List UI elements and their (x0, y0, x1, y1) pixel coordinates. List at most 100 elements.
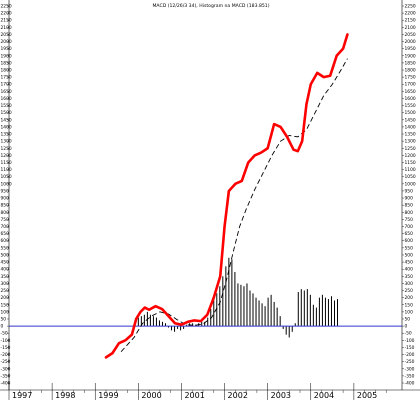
y-tick-label: 700 (405, 224, 414, 230)
y-tick-label: 1850 (405, 60, 416, 66)
y-tick-label: 950 (1, 188, 10, 194)
y-tick-label: -400 (405, 381, 415, 387)
histogram-series (137, 257, 339, 338)
y-tick-label: 50 (405, 316, 411, 322)
y-tick-label: 1050 (1, 174, 12, 180)
y-tick-label: -50 (1, 331, 8, 337)
y-tick-label: 1600 (405, 96, 416, 102)
x-tick-label: 1999 (98, 391, 118, 400)
y-tick-label: 900 (1, 196, 10, 202)
x-tick-label: 2005 (357, 391, 377, 400)
macd-line (104, 33, 349, 359)
y-tick-label: 1250 (1, 146, 12, 152)
y-tick-label: 600 (1, 238, 10, 244)
y-tick-label: 100 (405, 309, 414, 315)
y-tick-label: -400 (1, 381, 11, 387)
y-tick-label: 900 (405, 196, 414, 202)
y-tick-label: 1400 (1, 124, 12, 130)
y-tick-label: 150 (405, 302, 414, 308)
y-tick-label: 1000 (1, 181, 12, 187)
x-tick-label: 1998 (55, 391, 75, 400)
y-tick-label: 350 (405, 274, 414, 280)
y-tick-label: 300 (1, 281, 10, 287)
chart-title: MACD (12/26/3 34), Histogram na MACD (18… (152, 3, 269, 9)
y-tick-label: 2250 (405, 4, 416, 10)
y-tick-label: 1250 (405, 146, 416, 152)
y-tick-label: 1100 (405, 167, 416, 173)
y-tick-label: 150 (1, 302, 10, 308)
y-tick-label: 250 (405, 288, 414, 294)
y-tick-label: 1500 (1, 110, 12, 116)
y-tick-label: 1550 (405, 103, 416, 109)
left-y-axis: 2250220021502100205020001950190018501800… (1, 4, 12, 387)
y-tick-label: -350 (405, 373, 415, 379)
y-tick-label: -250 (405, 359, 415, 365)
y-tick-label: 400 (1, 267, 10, 273)
y-tick-label: 1700 (405, 82, 416, 88)
y-tick-label: 1650 (1, 89, 12, 95)
y-tick-label: 2100 (1, 25, 12, 31)
y-tick-label: 800 (405, 210, 414, 216)
y-tick-label: -150 (405, 345, 415, 351)
plot-area (0, 0, 402, 390)
signal-line (120, 58, 348, 353)
y-tick-label: 1350 (405, 132, 416, 138)
y-tick-label: 1800 (1, 68, 12, 74)
y-tick-label: 800 (1, 210, 10, 216)
right-y-axis: 2250220021502100205020001950190018501800… (402, 4, 416, 387)
x-axis: 1997 1998 1999 2000 2001 2002 2003 2004 2005 (8, 383, 387, 400)
y-tick-label: 2050 (405, 32, 416, 38)
y-tick-label: 2000 (1, 39, 12, 45)
y-tick-label: 2100 (405, 25, 416, 31)
y-tick-label: 650 (405, 231, 414, 237)
y-tick-label: 1100 (1, 167, 12, 173)
y-tick-label: -100 (1, 338, 11, 344)
y-tick-label: 2000 (405, 39, 416, 45)
y-tick-label: 1800 (405, 68, 416, 74)
y-tick-label: 700 (1, 224, 10, 230)
y-tick-label: 550 (405, 245, 414, 251)
y-tick-label: 1150 (405, 160, 416, 166)
y-tick-label: 200 (1, 295, 10, 301)
x-tick-label: 1997 (12, 391, 32, 400)
y-tick-label: 1750 (1, 75, 12, 81)
y-tick-label: 1200 (405, 153, 416, 159)
y-tick-label: -250 (1, 359, 11, 365)
y-tick-label: 1700 (1, 82, 12, 88)
y-tick-label: 1500 (405, 110, 416, 116)
y-tick-label: 450 (405, 260, 414, 266)
y-tick-label: 2050 (1, 32, 12, 38)
x-tick-label: 2001 (184, 391, 204, 400)
y-tick-label: 1950 (1, 46, 12, 52)
y-tick-label: 500 (405, 252, 414, 258)
x-tick-label: 2002 (228, 391, 248, 400)
y-tick-label: -300 (1, 366, 11, 372)
y-tick-label: 1650 (405, 89, 416, 95)
y-tick-label: 1950 (405, 46, 416, 52)
y-tick-label: 2150 (405, 18, 416, 24)
y-tick-label: -50 (405, 331, 412, 337)
y-tick-label: 1050 (405, 174, 416, 180)
y-tick-label: 1200 (1, 153, 12, 159)
y-tick-label: 1750 (405, 75, 416, 81)
y-tick-label: 950 (405, 188, 414, 194)
y-tick-label: 350 (1, 274, 10, 280)
y-tick-label: 1900 (1, 53, 12, 59)
y-tick-label: 400 (405, 267, 414, 273)
y-tick-label: -100 (405, 338, 415, 344)
x-tick-label: 2000 (141, 391, 161, 400)
y-tick-label: 100 (1, 309, 10, 315)
y-tick-label: 550 (1, 245, 10, 251)
y-tick-label: 1900 (405, 53, 416, 59)
y-tick-label: 750 (1, 217, 10, 223)
y-tick-label: 2250 (1, 4, 12, 10)
y-tick-label: 1000 (405, 181, 416, 187)
y-tick-label: 450 (1, 260, 10, 266)
y-tick-label: 850 (405, 203, 414, 209)
y-tick-label: 650 (1, 231, 10, 237)
y-tick-label: 0 (405, 324, 408, 330)
y-tick-label: 300 (405, 281, 414, 287)
y-tick-label: -350 (1, 373, 11, 379)
x-tick-label: 2004 (314, 391, 334, 400)
